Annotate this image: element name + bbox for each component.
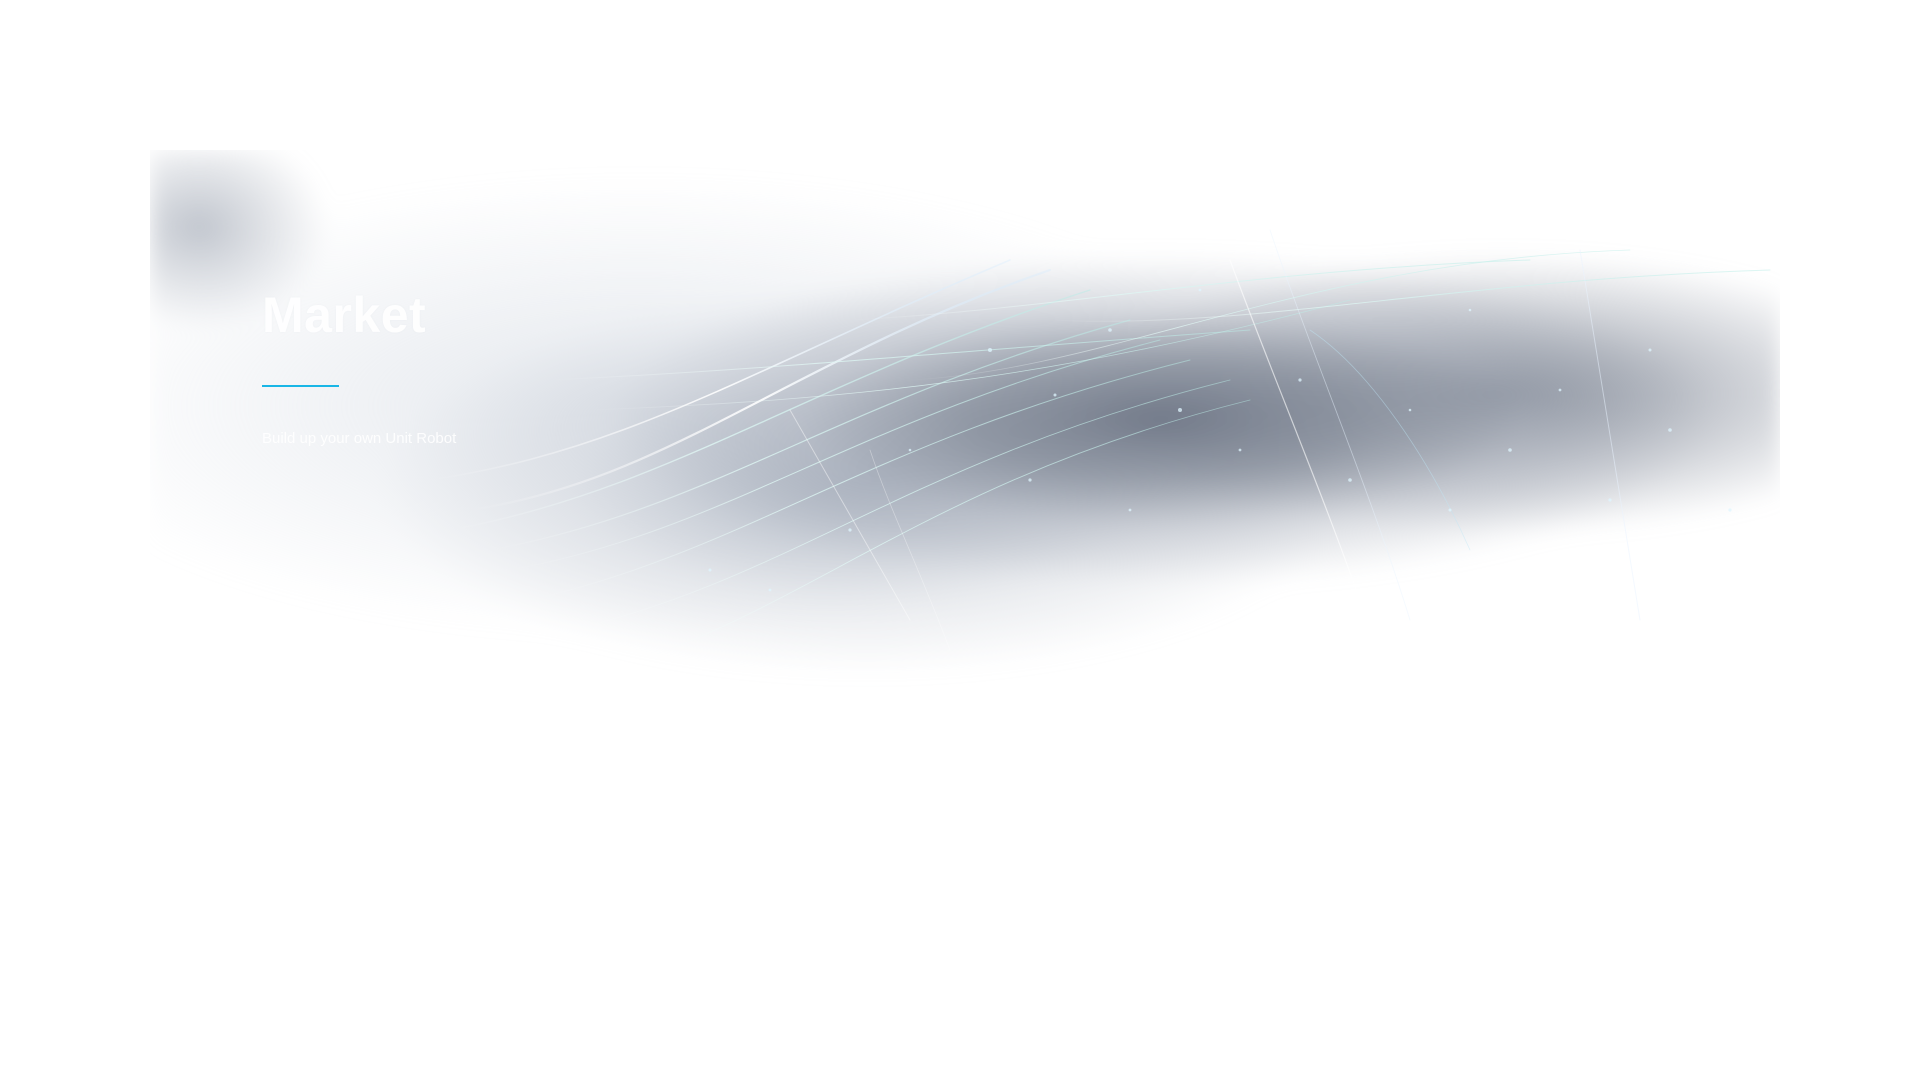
- hero-banner-image: [150, 150, 1780, 790]
- title-underline: [262, 385, 339, 387]
- light-streaks-graphic: [429, 229, 1771, 671]
- page-subtitle: Build up your own Unit Robot: [262, 430, 457, 447]
- hero-content: Market: [262, 285, 962, 345]
- page-title: Market: [262, 287, 427, 343]
